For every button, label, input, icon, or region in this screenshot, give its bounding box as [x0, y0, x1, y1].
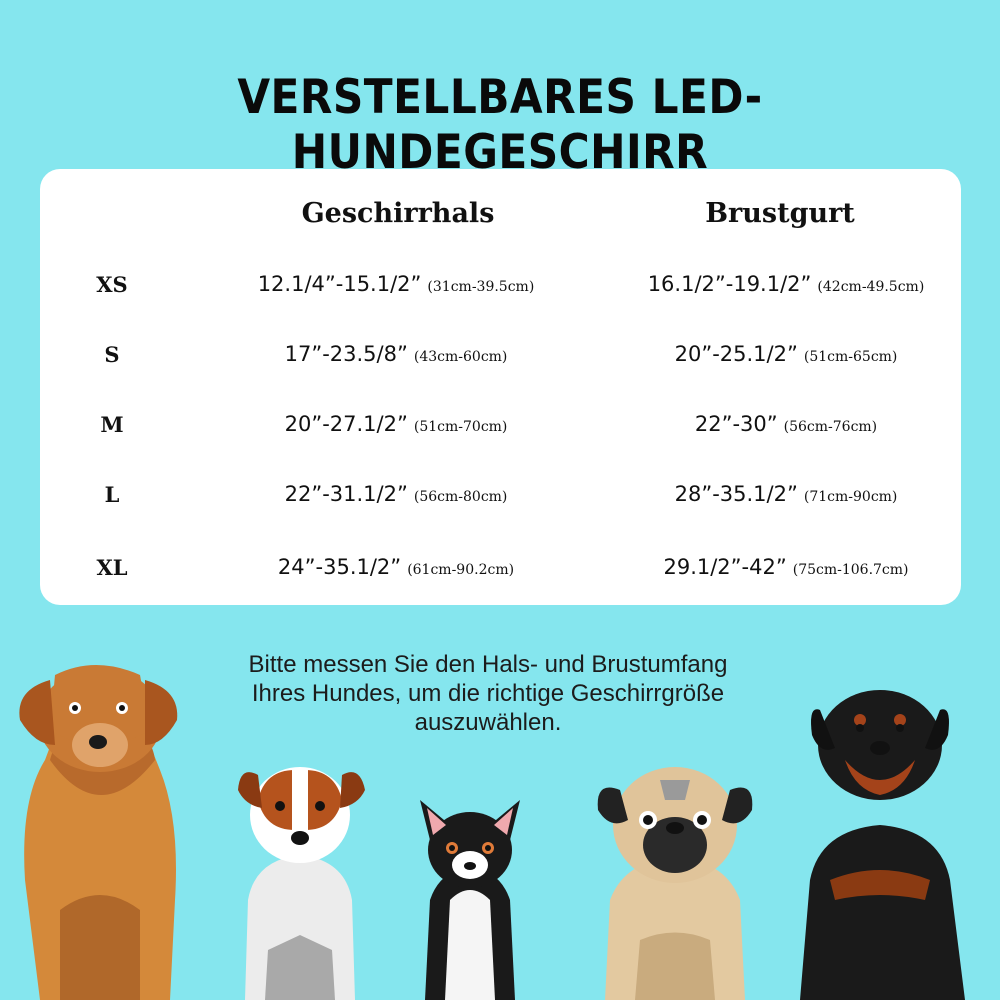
- chest-inch-value: 20”-25.1/2”: [674, 342, 798, 366]
- chest-cm-value: (75cm-106.7cm): [792, 562, 909, 578]
- neck-inch-value: 24”-35.1/2”: [277, 555, 402, 579]
- chest-cell-xs: 16.1/2”-19.1/2” (42cm-49.5cm): [586, 272, 986, 296]
- size-label-s: S: [104, 342, 120, 367]
- neck-cm-value: (56cm-80cm): [413, 489, 508, 505]
- chest-inch-value: 16.1/2”-19.1/2”: [647, 272, 812, 296]
- chest-cell-m: 22”-30” (56cm-76cm): [586, 412, 986, 436]
- neck-cm-value: (51cm-70cm): [413, 419, 508, 435]
- chest-cm-value: (42cm-49.5cm): [817, 279, 925, 295]
- instruction-line: Bitte messen Sie den Hals- und Brustumfa…: [248, 651, 728, 678]
- column-header-chest: Brustgurt: [705, 198, 855, 229]
- neck-cell-l: 22”-31.1/2” (56cm-80cm): [196, 482, 596, 506]
- size-label-m: M: [100, 412, 124, 437]
- neck-inch-value: 12.1/4”-15.1/2”: [257, 272, 422, 296]
- page-title: VERSTELLBARES LED-HUNDEGESCHIRR: [237, 70, 763, 180]
- jack-russell-icon: [238, 767, 365, 1000]
- neck-cell-xl: 24”-35.1/2” (61cm-90.2cm): [196, 555, 596, 579]
- neck-inch-value: 20”-27.1/2”: [284, 412, 408, 436]
- chest-cell-l: 28”-35.1/2” (71cm-90cm): [586, 482, 986, 506]
- neck-cell-m: 20”-27.1/2” (51cm-70cm): [196, 412, 596, 436]
- chest-cm-value: (51cm-65cm): [803, 349, 898, 365]
- neck-cm-value: (31cm-39.5cm): [427, 279, 535, 295]
- neck-cell-s: 17”-23.5/8” (43cm-60cm): [196, 342, 596, 366]
- chihuahua-icon: [420, 800, 520, 1000]
- chest-inch-value: 22”-30”: [694, 412, 778, 436]
- size-label-xs: XS: [96, 272, 128, 297]
- neck-cm-value: (61cm-90.2cm): [407, 562, 515, 578]
- measurement-instructions: Bitte messen Sie den Hals- und Brustumfa…: [150, 650, 826, 737]
- chest-inch-value: 29.1/2”-42”: [663, 555, 787, 579]
- neck-inch-value: 17”-23.5/8”: [284, 342, 408, 366]
- pug-icon: [597, 767, 753, 1000]
- instruction-line: Ihres Hundes, um die richtige Geschirrgr…: [251, 680, 725, 707]
- chest-cm-value: (71cm-90cm): [803, 489, 898, 505]
- instruction-line: auszuwählen.: [414, 709, 562, 736]
- neck-inch-value: 22”-31.1/2”: [284, 482, 408, 506]
- size-label-xl: XL: [96, 555, 128, 580]
- neck-cm-value: (43cm-60cm): [413, 349, 508, 365]
- size-label-l: L: [104, 482, 120, 507]
- chest-cell-s: 20”-25.1/2” (51cm-65cm): [586, 342, 986, 366]
- size-chart-card: [40, 169, 961, 605]
- chest-cm-value: (56cm-76cm): [783, 419, 878, 435]
- chest-inch-value: 28”-35.1/2”: [674, 482, 798, 506]
- column-header-neck: Geschirrhals: [301, 198, 495, 229]
- neck-cell-xs: 12.1/4”-15.1/2” (31cm-39.5cm): [196, 272, 596, 296]
- chest-cell-xl: 29.1/2”-42” (75cm-106.7cm): [586, 555, 986, 579]
